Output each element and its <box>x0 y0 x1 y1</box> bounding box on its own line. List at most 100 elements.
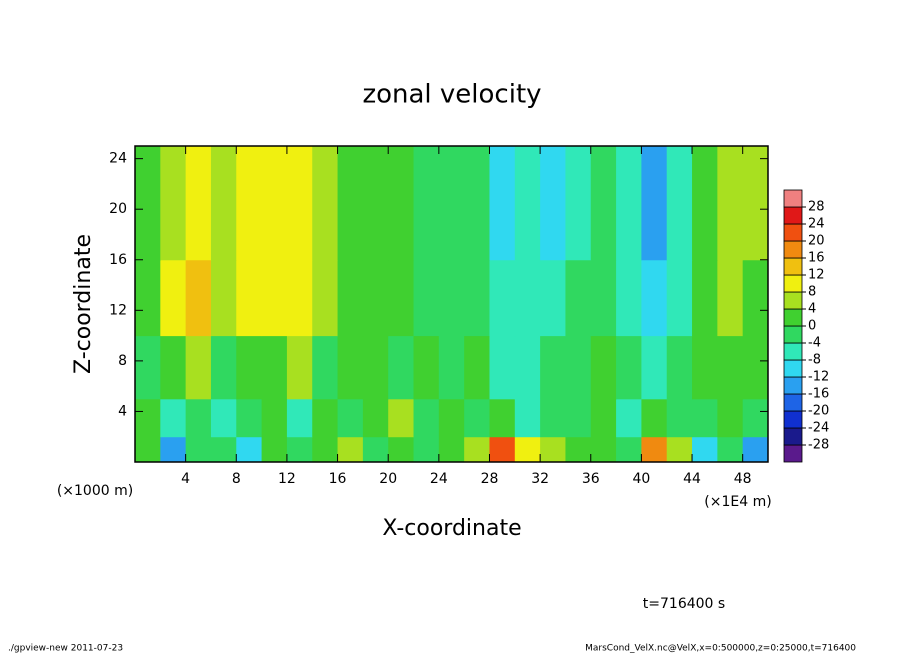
colorbar-label: -4 <box>808 336 821 351</box>
cell <box>362 436 389 463</box>
colorbar-label: 20 <box>808 234 825 249</box>
y-tick-label: 16 <box>109 252 127 268</box>
colorbar-box <box>783 376 803 395</box>
cell <box>185 146 212 261</box>
cell <box>590 259 617 337</box>
cell <box>514 146 541 261</box>
cell <box>135 146 161 261</box>
cell <box>742 398 769 438</box>
cell <box>210 436 237 463</box>
cell <box>160 146 187 261</box>
cell <box>540 335 566 400</box>
cell <box>590 398 617 438</box>
colorbar-label: -12 <box>808 370 829 385</box>
cell <box>413 146 440 261</box>
cell <box>362 259 389 337</box>
cell <box>641 436 668 463</box>
colorbar-label: -16 <box>808 387 829 402</box>
cell <box>286 436 313 463</box>
cell <box>438 335 465 400</box>
cell <box>312 398 339 438</box>
footer-left: ./gpview-new 2011-07-23 <box>8 644 123 654</box>
cell <box>160 398 187 438</box>
cell <box>185 335 212 400</box>
cell <box>464 259 490 337</box>
cell <box>489 436 516 463</box>
annotation: t=716400 s <box>643 596 725 612</box>
cell <box>464 436 490 463</box>
colorbar-box <box>783 257 803 276</box>
cell <box>388 398 415 438</box>
cell <box>565 398 592 438</box>
cell <box>236 335 263 400</box>
x-tick-label: 24 <box>430 471 448 487</box>
cell <box>616 146 642 261</box>
cell <box>641 398 668 438</box>
colorbar-box <box>783 240 803 259</box>
colorbar-label: -20 <box>808 404 829 419</box>
cell <box>464 146 490 261</box>
cell <box>666 398 693 438</box>
colorbar-label: 16 <box>808 251 825 266</box>
colorbar-label: -24 <box>808 421 829 436</box>
cell <box>210 259 237 337</box>
cell <box>590 436 617 463</box>
colorbar-box <box>783 223 803 242</box>
cell <box>337 259 364 337</box>
cell <box>438 398 465 438</box>
cell <box>160 259 187 337</box>
cell <box>261 436 288 463</box>
cell <box>590 146 617 261</box>
cell <box>236 259 263 337</box>
cell <box>616 335 642 400</box>
cell <box>489 335 516 400</box>
cell <box>692 146 718 261</box>
cell <box>160 335 187 400</box>
cell <box>464 335 490 400</box>
colorbar-box <box>783 325 803 344</box>
cell <box>236 436 263 463</box>
cell <box>362 146 389 261</box>
cell <box>616 436 642 463</box>
cell <box>438 436 465 463</box>
cell <box>388 259 415 337</box>
cell <box>362 398 389 438</box>
cell <box>742 146 769 261</box>
cell <box>337 146 364 261</box>
colorbar-label: 8 <box>808 285 816 300</box>
cell <box>312 146 339 261</box>
cell <box>185 398 212 438</box>
cell <box>717 436 744 463</box>
cell <box>438 259 465 337</box>
x-tick-label: 44 <box>683 471 701 487</box>
colorbar-box <box>783 274 803 293</box>
cell <box>438 146 465 261</box>
x-tick-label: 4 <box>181 471 190 487</box>
colorbar-box <box>783 359 803 378</box>
cell <box>261 259 288 337</box>
cell <box>666 335 693 400</box>
cell <box>261 398 288 438</box>
cell <box>337 335 364 400</box>
cell <box>717 398 744 438</box>
cell <box>210 335 237 400</box>
x-tick-label: 20 <box>379 471 397 487</box>
cell <box>185 259 212 337</box>
cell <box>236 398 263 438</box>
cell <box>717 259 744 337</box>
cell <box>565 146 592 261</box>
footer-right: MarsCond_VelX.nc@VelX,x=0:500000,z=0:250… <box>585 644 856 654</box>
cell <box>337 436 364 463</box>
cell <box>135 259 161 337</box>
y-tick-label: 8 <box>118 353 127 369</box>
cell <box>135 436 161 463</box>
y-tick-label: 20 <box>109 201 127 217</box>
x-tick-label: 8 <box>232 471 241 487</box>
colorbar-box <box>783 206 803 225</box>
colorbar-label: 12 <box>808 268 825 283</box>
cell <box>742 259 769 337</box>
y-axis-label: Z-coordinate <box>71 234 96 374</box>
cell <box>388 436 415 463</box>
cell <box>565 436 592 463</box>
cell <box>692 436 718 463</box>
